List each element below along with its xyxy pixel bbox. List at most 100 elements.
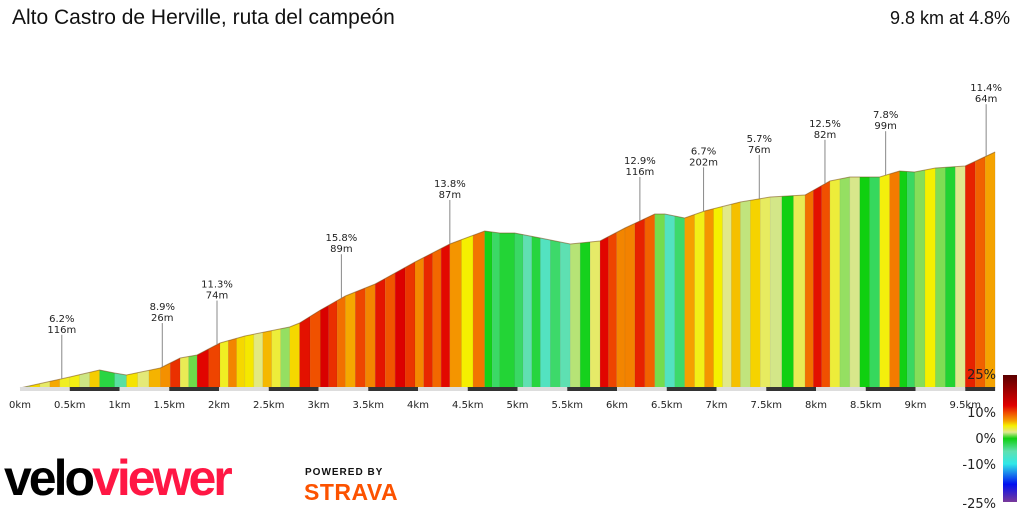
x-tick-label: 4.5km: [452, 400, 483, 411]
profile-segment: [704, 208, 714, 389]
profile-segment: [219, 340, 229, 389]
profile-segment: [713, 206, 723, 389]
x-tick-label: 8km: [805, 400, 827, 411]
distance-bar-segment: [467, 387, 518, 391]
climb-annotation: 6.2%116m: [47, 314, 76, 379]
distance-bar-segment: [716, 387, 767, 391]
profile-segment: [336, 295, 346, 389]
legend-label: 25%: [967, 368, 996, 383]
x-tick-label: 5.5km: [552, 400, 583, 411]
x-axis-ticks: 0km 0.5km 1km 1.5km 2km 2.5km 3km 3.5km 4km 4.5km…: [9, 400, 981, 411]
profile-segment: [608, 231, 617, 389]
profile-segment: [440, 243, 451, 389]
profile-segment: [579, 241, 591, 389]
annotation-length: 82m: [814, 130, 836, 141]
profile-segment: [906, 171, 915, 389]
distance-bar-segment: [816, 387, 866, 391]
profile-segment: [384, 272, 396, 389]
profile-segment: [299, 315, 311, 389]
profile-segment: [935, 167, 946, 389]
profile-segment: [188, 354, 198, 389]
x-tick-label: 2km: [208, 400, 230, 411]
annotation-gradient: 13.8%: [434, 179, 466, 190]
profile-segment: [731, 201, 741, 389]
profile-segment: [750, 198, 761, 389]
distance-bar-segment: [69, 387, 120, 391]
distance-bar-segment: [418, 387, 468, 391]
annotation-length: 64m: [975, 94, 997, 105]
profile-segment: [345, 291, 356, 389]
legend-label: -10%: [962, 458, 996, 473]
profile-segment: [644, 213, 656, 389]
profile-segment: [869, 176, 880, 389]
profile-segment: [674, 215, 685, 389]
annotation-gradient: 12.5%: [809, 119, 841, 130]
profile-segment: [355, 287, 366, 389]
profile-segment: [196, 348, 209, 389]
profile-segment: [394, 266, 406, 389]
distance-bar-segment: [268, 387, 319, 391]
profile-segment: [364, 283, 376, 389]
profile-segment: [461, 234, 474, 389]
distance-bar-segment: [915, 387, 966, 391]
profile-segment: [664, 213, 676, 389]
distance-bar-segment: [965, 387, 996, 391]
profile-segment: [148, 367, 161, 389]
profile-segment: [449, 239, 462, 389]
profile-segment: [280, 326, 290, 389]
profile-segment: [589, 240, 601, 389]
annotation-length: 87m: [439, 190, 461, 201]
x-tick-label: 8.5km: [850, 400, 881, 411]
profile-segment: [472, 230, 485, 389]
profile-segment: [227, 337, 237, 389]
annotation-length: 74m: [206, 291, 228, 302]
distance-bar: [20, 387, 996, 391]
x-tick-label: 1.5km: [154, 400, 185, 411]
x-tick-label: 3.5km: [353, 400, 384, 411]
x-tick-label: 7km: [706, 400, 728, 411]
climb-annotation: 6.7%202m: [689, 146, 718, 212]
climb-annotation: 15.8%89m: [325, 233, 357, 299]
distance-bar-segment: [318, 387, 369, 391]
profile-segment: [320, 304, 330, 389]
profile-segment: [491, 231, 500, 389]
x-tick-label: 9km: [905, 400, 927, 411]
profile-segment: [924, 167, 936, 389]
annotation-length: 26m: [151, 313, 173, 324]
x-tick-label: 0km: [9, 400, 31, 411]
x-tick-label: 2.5km: [253, 400, 284, 411]
profile-segment: [769, 196, 783, 389]
profile-segments: [19, 151, 996, 389]
profile-segment: [208, 342, 221, 389]
logo-velo: velo: [4, 450, 95, 506]
profile-segment: [634, 218, 646, 389]
distance-bar-segment: [567, 387, 617, 391]
profile-segment: [569, 242, 581, 389]
profile-segment: [550, 239, 561, 389]
distance-bar-segment: [169, 387, 219, 391]
profile-segment: [964, 160, 976, 389]
profile-segment: [374, 277, 386, 389]
profile-segment: [781, 195, 794, 389]
profile-segment: [262, 330, 273, 389]
annotation-length: 99m: [874, 121, 896, 132]
profile-segment: [684, 214, 695, 389]
profile-segment: [599, 236, 609, 389]
profile-segment: [404, 261, 416, 389]
profile-segment: [540, 237, 551, 389]
climb-annotation: 11.4%64m: [970, 83, 1002, 157]
profile-segment: [423, 252, 433, 389]
x-tick-label: 5km: [507, 400, 529, 411]
x-tick-label: 9.5km: [950, 400, 981, 411]
profile-segment: [914, 169, 926, 389]
distance-bar-segment: [119, 387, 170, 391]
profile-segment: [432, 248, 442, 389]
annotation-gradient: 6.2%: [49, 314, 74, 325]
profile-segment: [813, 185, 822, 389]
profile-segment: [879, 173, 890, 389]
climb-annotation: 8.9%26m: [150, 302, 175, 367]
logo-viewer: viewer: [92, 450, 233, 506]
profile-segment: [531, 235, 541, 389]
profile-segment: [804, 189, 814, 389]
